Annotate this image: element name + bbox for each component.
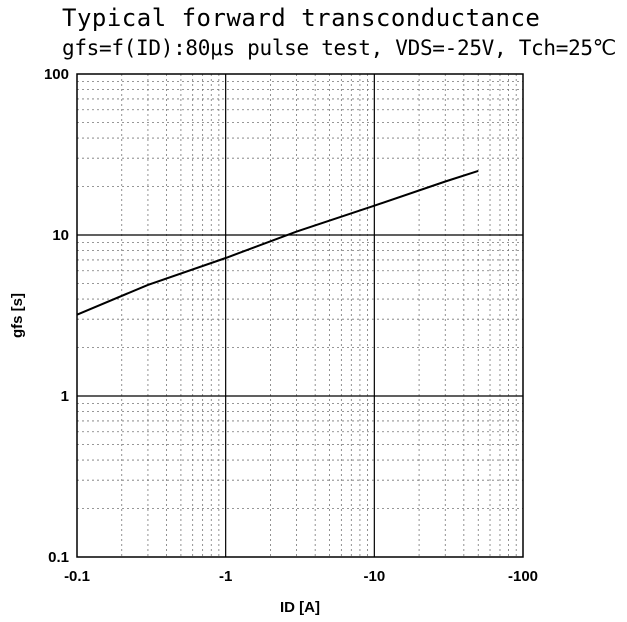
y-axis-label: gfs [s]: [9, 293, 26, 338]
chart-title: Typical forward transconductance: [62, 4, 541, 32]
chart-subtitle: gfs=f(ID):80μs pulse test, VDS=-25V, Tch…: [62, 36, 617, 60]
x-tick-label: -0.1: [64, 568, 90, 585]
x-tick-label: -1: [219, 568, 232, 585]
grid-lines: [77, 74, 523, 557]
x-axis-label: ID [A]: [280, 599, 320, 616]
y-tick-label: 0.1: [48, 549, 69, 566]
x-tick-label: -100: [508, 568, 538, 585]
y-tick-label: 1: [61, 388, 69, 405]
plot-frame: [76, 73, 524, 558]
y-tick-label: 100: [44, 66, 69, 83]
x-tick-label: -10: [363, 568, 385, 585]
series-line: [76, 169, 479, 316]
series-layer: [76, 169, 479, 316]
tick-labels: -0.1 -1 -10 -100 0.1 1 10 100: [44, 66, 538, 585]
y-tick-label: 10: [52, 227, 69, 244]
